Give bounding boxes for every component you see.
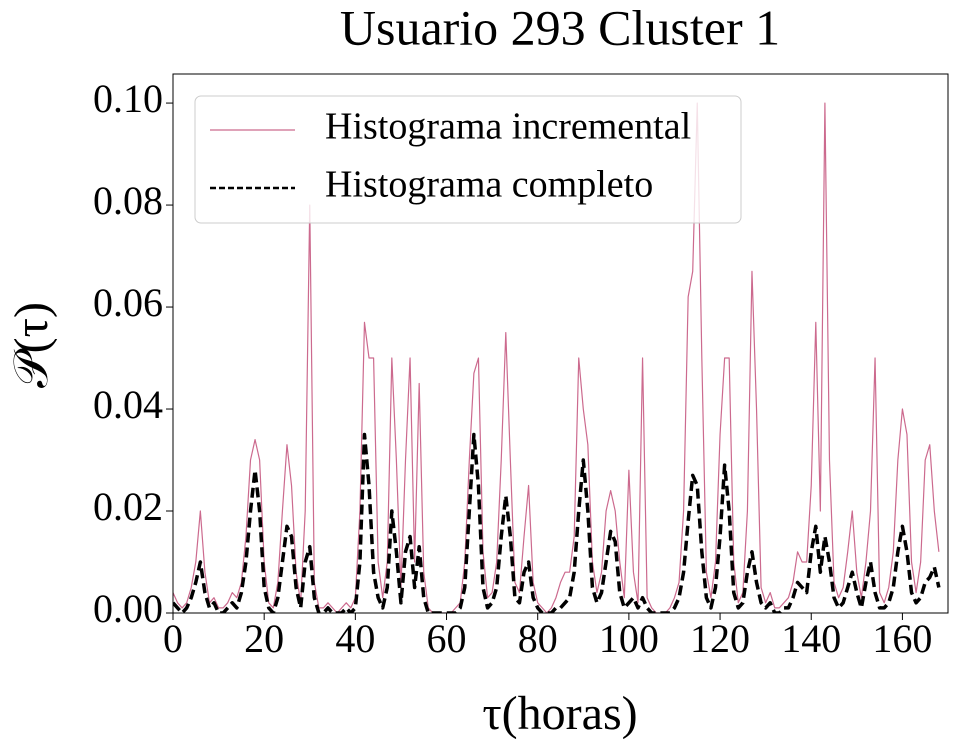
- x-tick-label: 120: [690, 616, 750, 661]
- plot-frame: [172, 73, 949, 614]
- x-tick-label: 80: [518, 616, 558, 661]
- x-tick-label: 40: [335, 616, 375, 661]
- y-tick-label: 0.10: [93, 76, 163, 121]
- legend-label: Histograma incremental: [325, 106, 691, 148]
- x-tick-label: 100: [599, 616, 659, 661]
- chart-title: Usuario 293 Cluster 1: [340, 0, 780, 55]
- x-tick-label: 160: [872, 616, 932, 661]
- x-tick-label: 140: [781, 616, 841, 661]
- y-tick-label: 0.06: [93, 280, 163, 325]
- y-tick-label: 0.04: [93, 382, 163, 427]
- y-tick-label: 0.08: [93, 178, 163, 223]
- series-line: [173, 432, 941, 613]
- legend-box: [194, 95, 742, 224]
- x-tick-label: 20: [244, 616, 284, 661]
- legend-label: Histograma completo: [325, 164, 653, 206]
- x-tick-label: 0: [163, 616, 183, 661]
- x-tick-label: 60: [427, 616, 467, 661]
- x-axis-label: τ(horas): [482, 687, 637, 740]
- y-axis-label: 𝒫(τ): [5, 302, 58, 388]
- y-tick-label: 0.02: [93, 484, 163, 529]
- y-tick-label: 0.00: [93, 586, 163, 631]
